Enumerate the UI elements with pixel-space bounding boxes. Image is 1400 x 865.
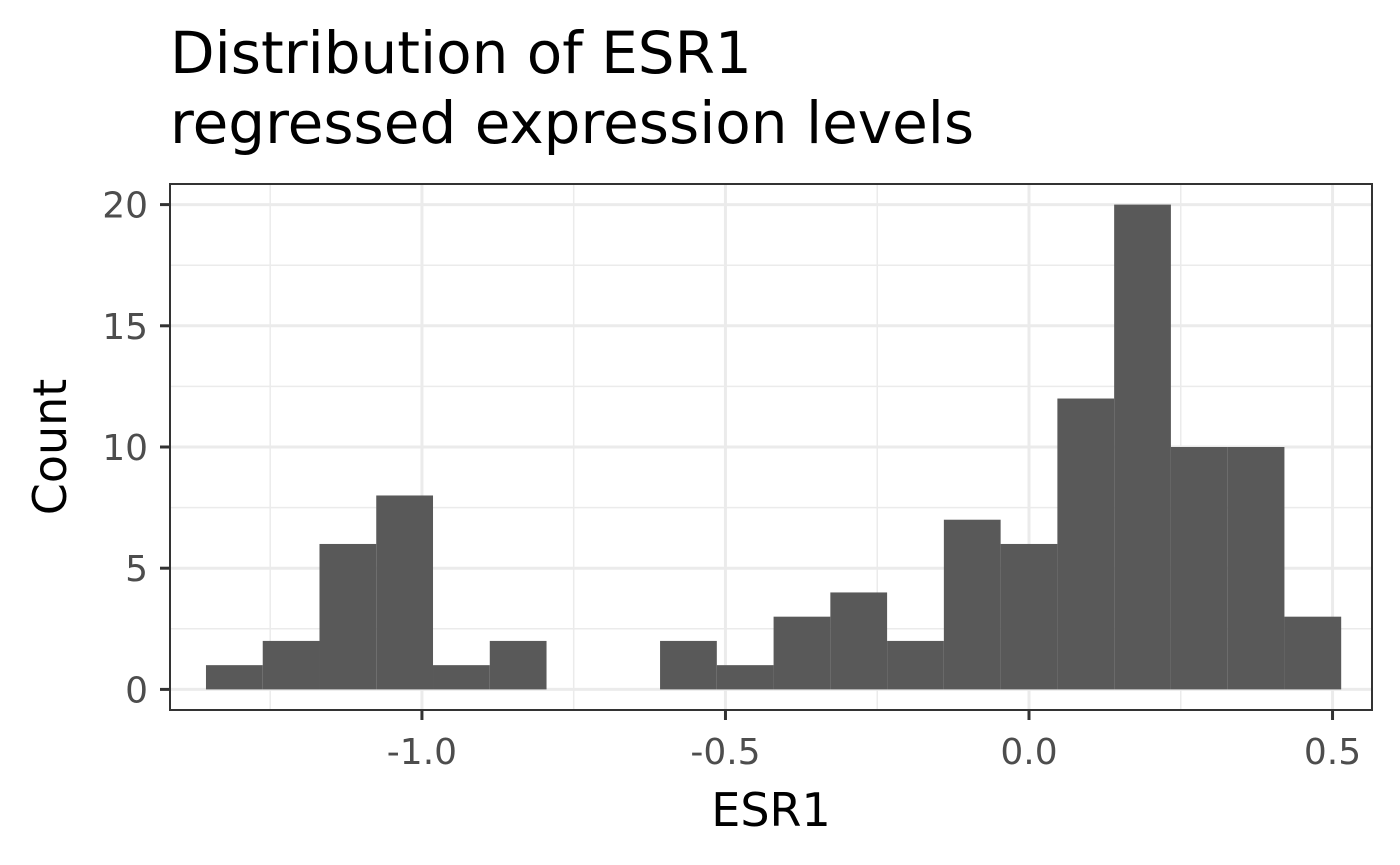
y-axis-title: Count — [23, 379, 77, 516]
chart-title-line-2: regressed expression levels — [170, 89, 975, 157]
histogram-bar — [660, 640, 717, 690]
histogram-bar — [433, 665, 490, 690]
histogram-bar — [1227, 447, 1285, 690]
x-tick-label: -1.0 — [387, 732, 457, 773]
chart-title: Distribution of ESR1 regressed expressio… — [170, 18, 974, 158]
y-tick-label: 10 — [102, 428, 148, 469]
histogram-bar — [262, 640, 320, 690]
x-tick-label: -0.5 — [690, 732, 760, 773]
y-axis: 0 5 10 15 20 — [102, 186, 170, 711]
histogram-bar — [1057, 398, 1115, 690]
histogram-bar — [376, 495, 434, 690]
y-tick-label: 20 — [102, 186, 148, 227]
histogram-bar — [1170, 447, 1228, 690]
histogram-bar — [319, 543, 377, 690]
y-tick-label: 15 — [102, 307, 148, 348]
x-tick-label: 0.0 — [1000, 732, 1057, 773]
x-axis: -1.0 -0.5 0.0 0.5 — [387, 710, 1361, 773]
histogram-bar — [1114, 204, 1171, 690]
histogram-bar — [943, 519, 1001, 690]
histogram-bar — [773, 616, 831, 690]
y-tick-label: 0 — [125, 670, 148, 711]
x-tick-label: 0.5 — [1304, 732, 1361, 773]
histogram-bar — [1284, 616, 1342, 690]
histogram-bar — [489, 640, 547, 690]
histogram-bar — [830, 592, 888, 690]
x-axis-title: ESR1 — [711, 783, 831, 837]
histogram-bar — [205, 665, 263, 690]
histogram-bars — [205, 204, 1342, 690]
histogram-bar — [716, 665, 774, 690]
histogram-bar — [887, 640, 944, 690]
y-tick-label: 5 — [125, 549, 148, 590]
chart-title-line-1: Distribution of ESR1 — [170, 19, 752, 87]
histogram-bar — [1000, 543, 1058, 690]
